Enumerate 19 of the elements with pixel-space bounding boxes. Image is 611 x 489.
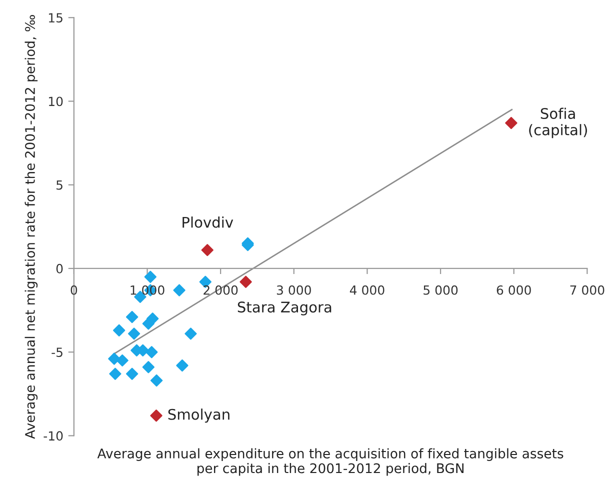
x-tick-label: 3 000: [276, 285, 311, 295]
x-tick-label: 5 000: [424, 285, 458, 295]
x-tick-label: 7 000: [570, 285, 604, 295]
y-tick-label: 0: [56, 264, 63, 274]
x-tick-label: 2 000: [204, 285, 238, 295]
y-tick-label: -5: [52, 348, 62, 358]
y-tick-label: 15: [48, 13, 62, 23]
y-axis-title: Average annual net migration rate for the 2001-2012 period, ‰: [24, 15, 38, 439]
y-tick-label: 5: [56, 180, 62, 190]
annotation: Stara Zagora: [238, 302, 332, 316]
y-tick-label: -10: [44, 431, 63, 441]
x-tick-label: 0: [70, 285, 78, 295]
y-tick-label: 10: [48, 96, 63, 106]
annotation: Plovdiv: [182, 216, 234, 228]
annotation: Sofia (capital): [529, 108, 587, 138]
annotation: Smolyan: [168, 408, 230, 423]
x-tick-label: 6 000: [496, 285, 531, 295]
x-tick-label: 4 000: [350, 285, 384, 295]
x-axis-title: Average annual expenditure on the acquisition of fixed tangible assets per capita in the 2001-2012 period, BGN: [97, 448, 564, 476]
